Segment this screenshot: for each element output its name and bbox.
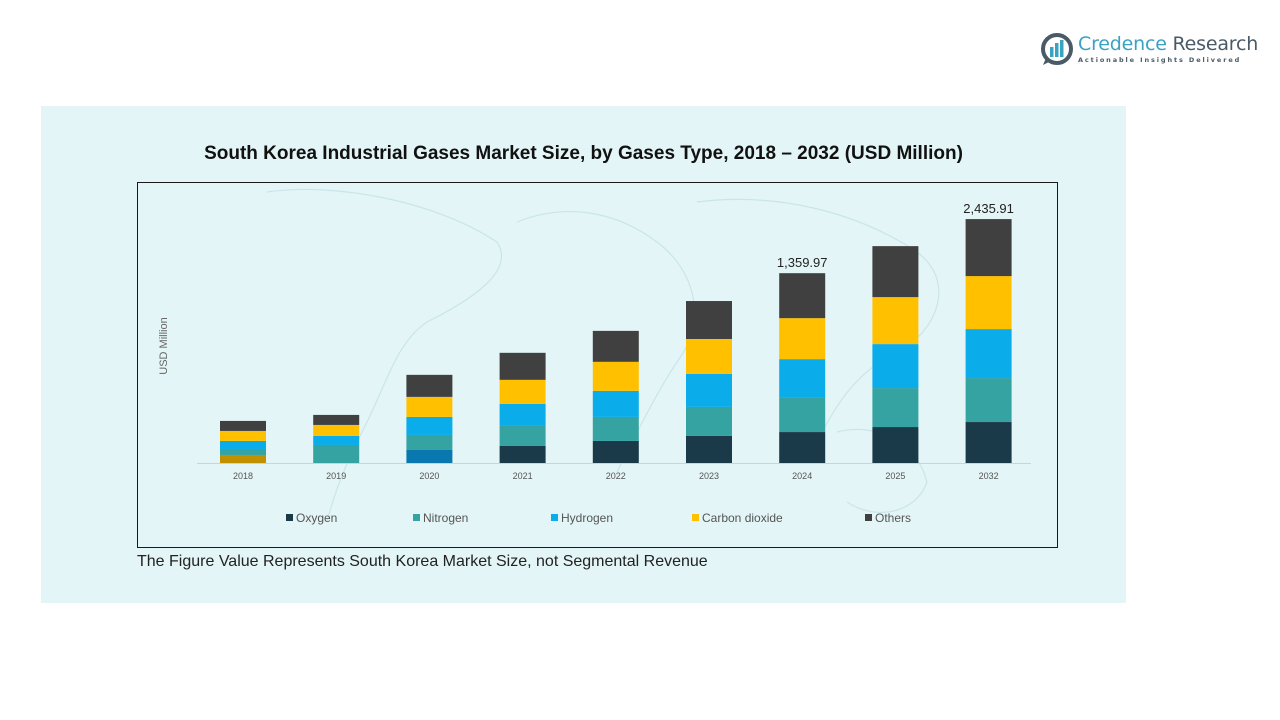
bar-segment-hydrogen-2032	[965, 329, 1012, 379]
legend-label-nitrogen: Nitrogen	[423, 511, 469, 525]
legend-label-others: Others	[875, 511, 912, 525]
logo-chart-icon	[1041, 33, 1073, 65]
legend-item-others: Others	[865, 511, 911, 525]
x-tick-label-2019: 2019	[326, 471, 346, 481]
x-tick-label-2018: 2018	[233, 471, 253, 481]
legend-label-oxygen: Oxygen	[296, 511, 338, 525]
bar-segment-nitrogen-2032	[965, 378, 1012, 423]
bar-segment-oxygen-2021	[499, 445, 546, 463]
bar-segment-carbon-dioxide-2019	[313, 424, 360, 436]
bar-segment-carbon-dioxide-2032	[965, 276, 1012, 330]
bar-segment-carbon-dioxide-2018	[220, 430, 266, 441]
world-map-watermark	[266, 188, 940, 523]
x-tick-label-2024: 2024	[792, 471, 812, 481]
bar-segment-oxygen-2018	[220, 454, 266, 463]
bar-segment-carbon-dioxide-2021	[499, 379, 546, 404]
bar-segment-nitrogen-2021	[499, 425, 546, 446]
bar-segment-hydrogen-2025	[872, 344, 919, 389]
bar-segment-oxygen-2023	[686, 435, 732, 463]
bar-segment-oxygen-2025	[872, 427, 919, 463]
bar-segment-carbon-dioxide-2020	[406, 396, 453, 417]
legend-item-oxygen: Oxygen	[286, 511, 337, 525]
bar-segment-oxygen-2020	[406, 449, 453, 463]
legend-label-carbon-dioxide: Carbon dioxide	[702, 511, 783, 525]
bar-segment-carbon-dioxide-2025	[872, 297, 919, 345]
legend-item-nitrogen: Nitrogen	[413, 511, 468, 525]
x-tick-label-2022: 2022	[606, 471, 626, 481]
chart-title: South Korea Industrial Gases Market Size…	[204, 143, 963, 164]
bar-segment-nitrogen-2022	[592, 416, 639, 441]
chart-legend: Oxygen Nitrogen Hydrogen Carbon dioxide Othe…	[270, 511, 930, 527]
chart-panel	[41, 106, 1126, 603]
bar-segment-nitrogen-2020	[406, 434, 453, 450]
bar-segment-others-2022	[592, 330, 639, 362]
brand-name: Credence Research	[1078, 33, 1259, 55]
bar-segment-hydrogen-2020	[406, 416, 453, 435]
bar-segment-carbon-dioxide-2022	[592, 361, 639, 391]
x-tick-label-2020: 2020	[419, 471, 439, 481]
bar-segment-nitrogen-2025	[872, 388, 919, 428]
bar-segment-others-2018	[220, 420, 266, 431]
bar-segment-nitrogen-2024	[779, 397, 826, 433]
bar-segment-hydrogen-2023	[686, 373, 732, 407]
brand-tagline: Actionable Insights Delivered	[1078, 56, 1242, 64]
bar-segment-others-2021	[499, 352, 546, 380]
bar-segment-hydrogen-2019	[313, 435, 360, 445]
legend-swatch-nitrogen	[413, 514, 420, 521]
bar-segment-hydrogen-2018	[220, 440, 266, 449]
bar-segment-others-2032	[965, 219, 1012, 277]
bar-segment-nitrogen-2023	[686, 406, 732, 436]
chart-frame	[137, 182, 1058, 548]
credence-research-logo: Credence Research Actionable Insights De…	[1040, 32, 1259, 68]
bar-segment-others-2023	[686, 301, 732, 339]
bar-segment-hydrogen-2024	[779, 359, 826, 398]
x-tick-label-2025: 2025	[885, 471, 905, 481]
bar-segment-nitrogen-2018	[220, 448, 266, 455]
bar-segment-hydrogen-2022	[592, 390, 639, 417]
legend-label-hydrogen: Hydrogen	[561, 511, 614, 525]
bar-segment-others-2025	[872, 246, 919, 298]
footnote: The Figure Value Represents South Korea …	[137, 553, 708, 570]
bar-segment-others-2019	[313, 414, 360, 425]
legend-swatch-oxygen	[286, 514, 293, 521]
bar-segment-carbon-dioxide-2024	[779, 318, 826, 360]
legend-swatch-carbon-dioxide	[692, 514, 699, 521]
bar-segment-hydrogen-2021	[499, 403, 546, 426]
bar-segment-carbon-dioxide-2023	[686, 338, 732, 374]
bar-segment-nitrogen-2019	[313, 444, 360, 463]
x-tick-label-2021: 2021	[513, 471, 533, 481]
legend-item-hydrogen: Hydrogen	[551, 511, 613, 525]
legend-item-carbon-dioxide: Carbon dioxide	[692, 511, 783, 525]
bar-segment-others-2024	[779, 273, 826, 319]
bar-segment-oxygen-2032	[965, 422, 1012, 463]
x-tick-label-2032: 2032	[979, 471, 999, 481]
bar-segment-oxygen-2024	[779, 432, 826, 463]
bar-segment-oxygen-2022	[592, 440, 639, 463]
legend-swatch-others	[865, 514, 872, 521]
data-label-2032: 2,435.91	[963, 201, 1014, 216]
x-tick-label-2023: 2023	[699, 471, 719, 481]
data-label-2024: 1,359.97	[777, 255, 828, 270]
legend-swatch-hydrogen	[551, 514, 558, 521]
bar-segment-others-2020	[406, 374, 453, 397]
